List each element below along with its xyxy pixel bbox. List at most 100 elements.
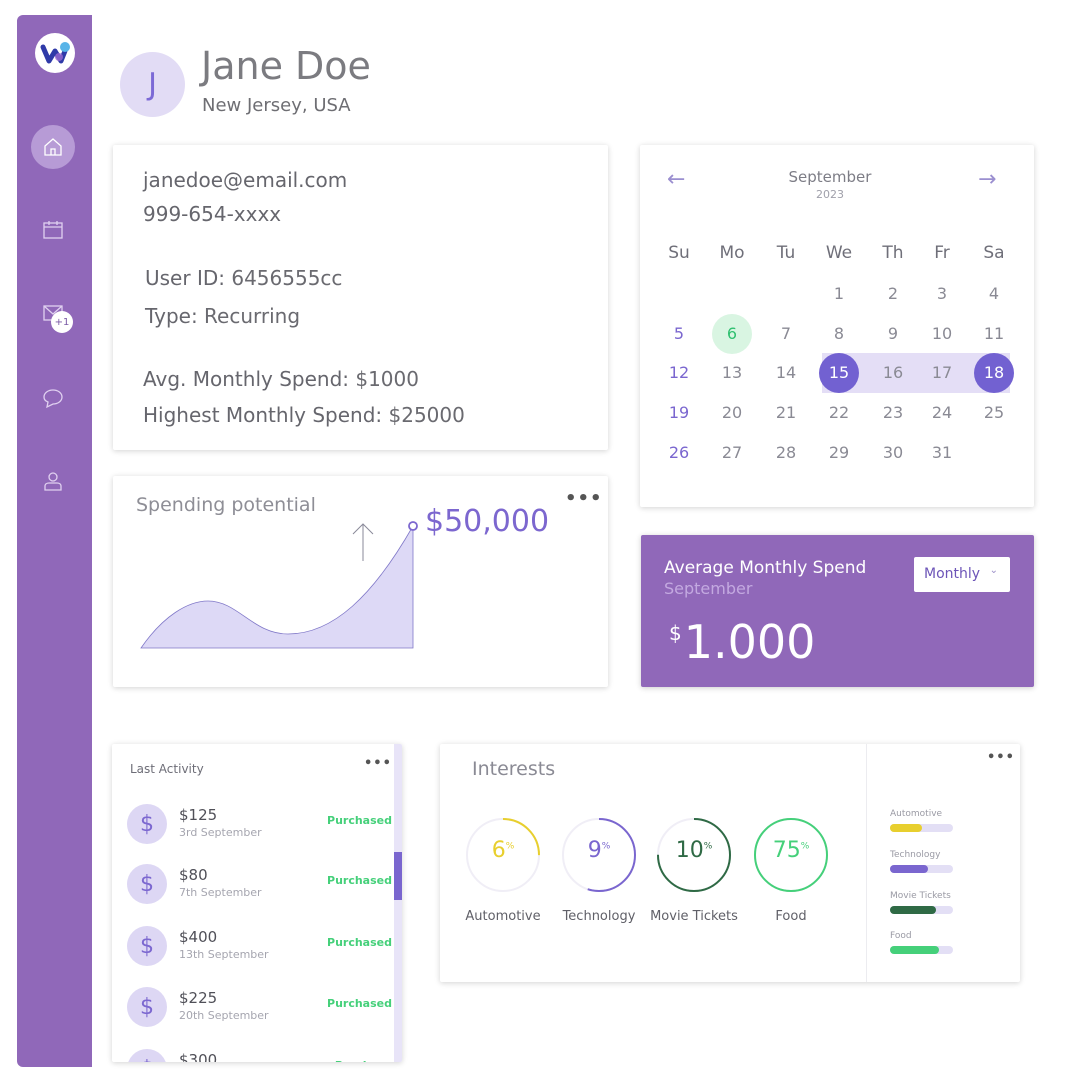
interest-value-number: 75	[772, 838, 801, 863]
weekday-th: Th	[882, 243, 904, 263]
calendar-day[interactable]: 31	[931, 443, 953, 462]
nav-profile[interactable]	[31, 459, 75, 503]
calendar-day[interactable]: 23	[882, 403, 904, 422]
chat-icon	[43, 389, 63, 409]
interests-title: Interests	[472, 758, 556, 780]
avg-spend-label: Avg. Monthly Spend:	[143, 367, 349, 391]
calendar-day[interactable]: 7	[780, 324, 792, 343]
nav-calendar[interactable]	[31, 208, 75, 252]
calendar-day[interactable]: 21	[775, 403, 797, 422]
interest-bar-track	[890, 865, 953, 873]
dollar-icon: $	[127, 1049, 167, 1062]
spending-chart	[140, 521, 418, 649]
activity-amount: $125	[179, 806, 218, 824]
calendar-day[interactable]: 4	[988, 284, 1000, 303]
average-monthly-spend-card: Average Monthly Spend September $1.000 M…	[641, 535, 1034, 687]
user-id-value: 6456555cc	[231, 266, 343, 290]
calendar-day[interactable]: 17	[931, 363, 953, 382]
up-arrow-head	[352, 523, 374, 535]
interests-card: Interests ••• 6% Automotive 9% Technology 10…	[440, 744, 1020, 982]
email: janedoe@email.com	[143, 168, 348, 192]
interest-bar-fill	[890, 906, 936, 914]
calendar-prev-button[interactable]: ←	[667, 167, 686, 192]
percent-sign: %	[505, 841, 515, 852]
calendar-day[interactable]: 3	[936, 284, 948, 303]
calendar-day[interactable]: 9	[887, 324, 899, 343]
calendar-day[interactable]: 24	[931, 403, 953, 422]
sidebar: +1	[17, 15, 92, 1067]
type-row: Type: Recurring	[145, 304, 300, 328]
interests-menu-button[interactable]: •••	[987, 750, 1015, 765]
interest-ring	[466, 818, 540, 892]
weekday-sa: Sa	[983, 243, 1005, 263]
calendar-day[interactable]: 19	[668, 403, 690, 422]
nav-chat[interactable]	[31, 376, 75, 420]
interest-value-number: 6	[491, 838, 506, 863]
calendar-day[interactable]: 18	[974, 353, 1014, 393]
activity-status: Purchased	[327, 997, 392, 1010]
calendar-day[interactable]: 22	[828, 403, 850, 422]
interest-bar-track	[890, 946, 953, 954]
activity-scrollbar-thumb[interactable]	[394, 852, 402, 900]
activity-row[interactable]: $ $400 13th September Purchased	[127, 926, 392, 970]
mail-badge: +1	[51, 311, 73, 333]
calendar-card: ← → September 2023 Su Mo Tu We Th Fr Sa 1 2 3 4 5 6 7…	[640, 145, 1034, 507]
percent-sign: %	[601, 841, 611, 852]
phone: 999-654-xxxx	[143, 202, 282, 226]
chevron-down-icon: ⌄	[989, 565, 998, 576]
interest-bar-label: Movie Tickets	[890, 891, 951, 901]
calendar-day[interactable]: 6	[712, 314, 752, 354]
spending-area	[140, 524, 414, 649]
avatar: J	[120, 52, 185, 117]
period-dropdown[interactable]: Monthly ⌄	[914, 557, 1010, 592]
highest-spend-label: Highest Monthly Spend:	[143, 403, 383, 427]
calendar-day[interactable]: 1	[833, 284, 845, 303]
avg-card-title: Average Monthly Spend	[664, 558, 867, 578]
activity-amount: $400	[179, 928, 218, 946]
weekday-tu: Tu	[776, 243, 796, 263]
activity-status: Purchased	[327, 874, 392, 887]
spending-value: $50,000	[425, 504, 550, 539]
calendar-day[interactable]: 25	[983, 403, 1005, 422]
activity-row[interactable]: $ $125 3rd September Purchased	[127, 804, 392, 848]
calendar-day[interactable]: 11	[983, 324, 1005, 343]
nav-home[interactable]	[31, 125, 75, 169]
percent-sign: %	[703, 841, 713, 852]
spending-peak-dot	[408, 521, 418, 531]
activity-row[interactable]: $ $300 Purchase	[127, 1049, 392, 1062]
interests-divider	[866, 744, 867, 982]
calendar-day[interactable]: 27	[721, 443, 743, 462]
ring-progress	[657, 818, 731, 892]
calendar-day[interactable]: 20	[721, 403, 743, 422]
calendar-day[interactable]: 16	[882, 363, 904, 382]
calendar-day[interactable]: 10	[931, 324, 953, 343]
last-activity-card: Last Activity ••• $ $125 3rd September Purc…	[112, 744, 402, 1062]
calendar-day[interactable]: 12	[668, 363, 690, 382]
activity-date: 13th September	[179, 948, 269, 961]
activity-menu-button[interactable]: •••	[364, 756, 392, 771]
weekday-fr: Fr	[934, 243, 950, 263]
activity-row[interactable]: $ $225 20th September Purchased	[127, 987, 392, 1031]
interest-ring	[657, 818, 731, 892]
calendar-day[interactable]: 30	[882, 443, 904, 462]
calendar-day[interactable]: 29	[828, 443, 850, 462]
calendar-day[interactable]: 13	[721, 363, 743, 382]
activity-title: Last Activity	[130, 762, 204, 776]
app-logo[interactable]	[35, 33, 75, 73]
calendar-day[interactable]: 5	[673, 324, 685, 343]
calendar-next-button[interactable]: →	[978, 167, 997, 192]
nav-mail[interactable]: +1	[31, 291, 75, 335]
activity-scrollbar[interactable]	[394, 744, 402, 1062]
currency-symbol: $	[669, 621, 682, 645]
calendar-day[interactable]: 26	[668, 443, 690, 462]
calendar-year: 2023	[816, 188, 844, 201]
calendar-day[interactable]: 14	[775, 363, 797, 382]
spending-menu-button[interactable]: •••	[565, 488, 603, 509]
activity-amount: $80	[179, 866, 208, 884]
calendar-day[interactable]: 2	[887, 284, 899, 303]
highest-spend-value: $25000	[388, 403, 465, 427]
calendar-day[interactable]: 15	[819, 353, 859, 393]
activity-row[interactable]: $ $80 7th September Purchased	[127, 864, 392, 908]
calendar-day[interactable]: 28	[775, 443, 797, 462]
calendar-day[interactable]: 8	[833, 324, 845, 343]
